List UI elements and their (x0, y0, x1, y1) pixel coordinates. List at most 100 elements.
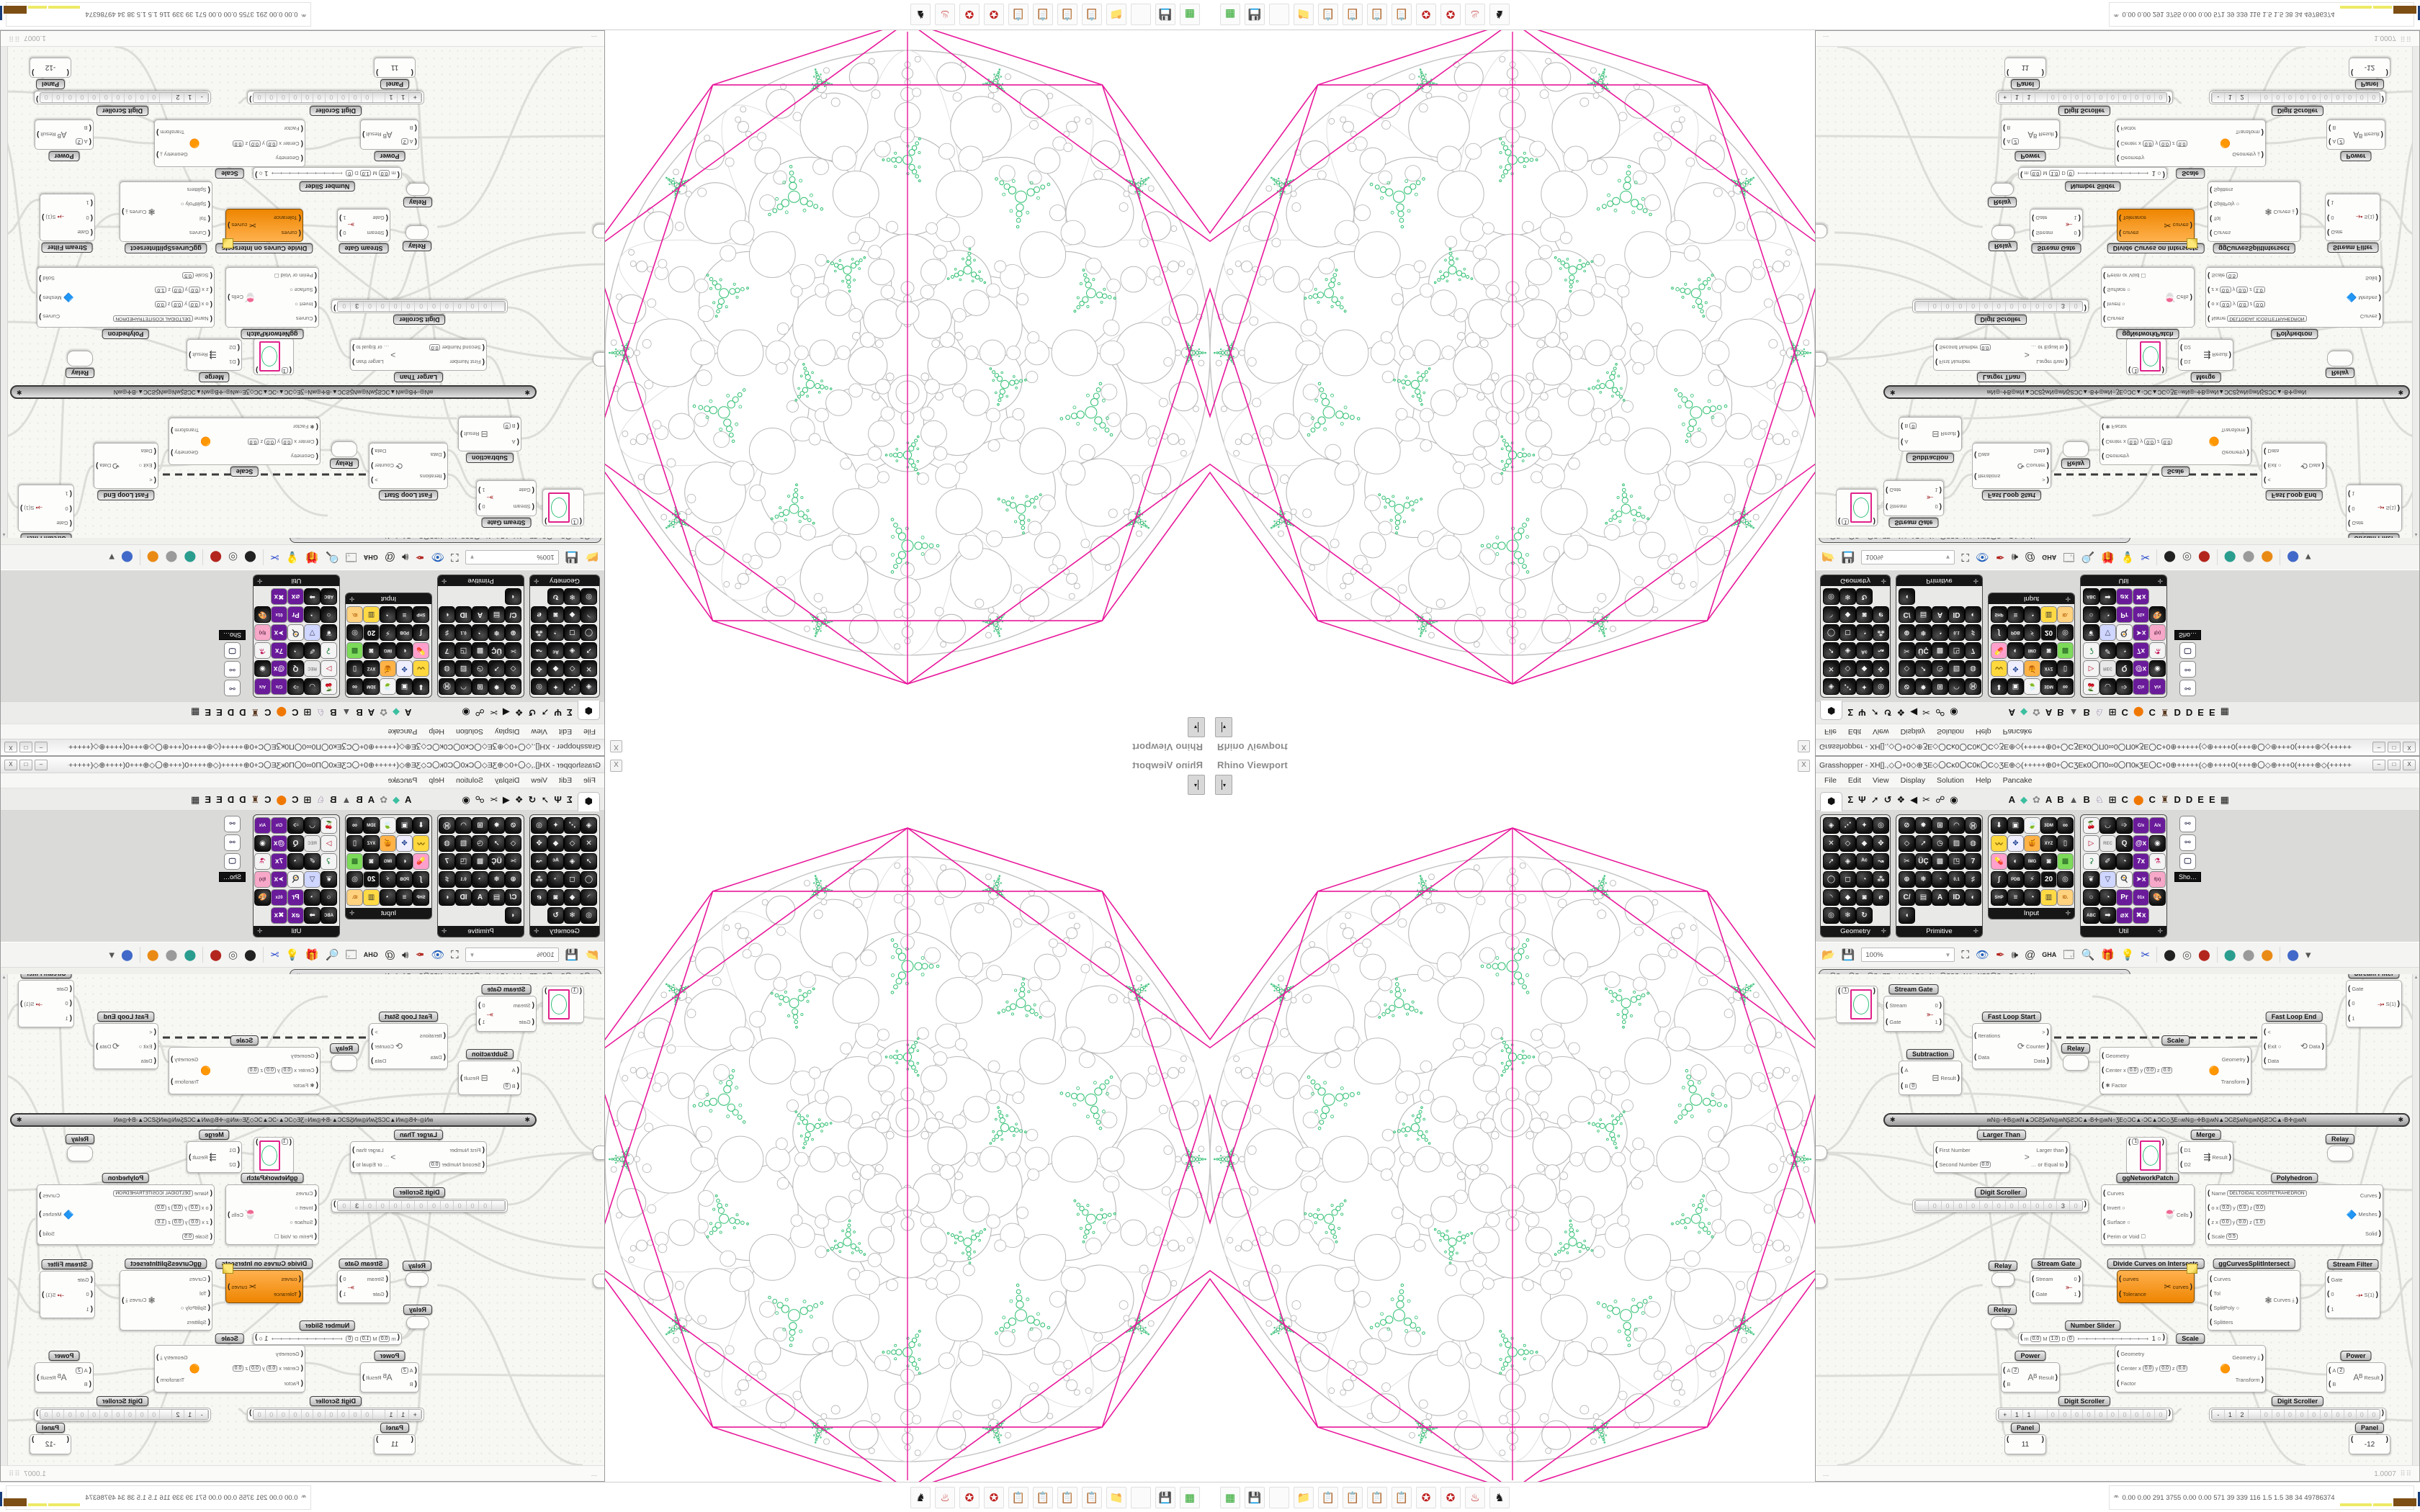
taskbar-icon-10[interactable]: ♨ (935, 4, 955, 25)
input-port-row[interactable]: (D1 (2180, 359, 2202, 366)
toolbar-button-1[interactable]: 💾 (565, 551, 579, 564)
value-chip[interactable]: 1 (1842, 518, 1849, 525)
tab-16[interactable]: ▲ (341, 707, 351, 719)
output-port-row[interactable]: Curves) (39, 312, 60, 320)
digit-cell[interactable]: 0 (2154, 1410, 2166, 1419)
input-port-row[interactable]: (Gate (66, 228, 93, 236)
input-port-row[interactable]: (A 2 (2329, 1367, 2352, 1374)
palette-overflow-icon[interactable]: 🖵 (224, 642, 241, 659)
palette-icon[interactable]: ◯ (1823, 871, 1839, 888)
gh-component-relay[interactable]: Relay (402, 225, 432, 251)
palette-icon[interactable]: ◡ (2099, 678, 2116, 695)
value-chip[interactable]: 0.5 (2226, 272, 2238, 279)
palette-icon[interactable]: ❦ (2083, 624, 2099, 641)
gh-component-merge[interactable]: Merge(D1(D2 ⇶ Result) (187, 339, 242, 382)
digit-cell[interactable]: 0 (2367, 93, 2380, 102)
palette-icon[interactable]: ⌀x (2116, 907, 2133, 924)
group-bar[interactable]: ✱ ʍΝ◎◦✛Β◎ʍΝ▲ϽCƧꟅʍΝ◎ʍΝꟅƧϽC▲◦Β✛◎ʍΝ○ƷΕ◇ϽC▲◦Ͻ… (1883, 1113, 2410, 1127)
tab-23[interactable]: ♜ (251, 707, 260, 719)
palette-icon[interactable]: REC (2099, 835, 2116, 852)
palette-icon[interactable]: ⊕ (505, 624, 521, 641)
grasshopper-titlebar[interactable]: Grasshopper - XH[].,◇〇+0◇⊕ƷΕ◇〇Cκ0〇C0κ〇C◇… (1816, 739, 2419, 755)
palette-icon[interactable]: ✦ (1856, 817, 1873, 834)
palette-icon[interactable]: f(x) (2149, 624, 2166, 641)
digit-cell[interactable]: 1 (2022, 93, 2035, 102)
digit-cell[interactable]: 0 (2355, 1410, 2368, 1419)
taskbar-icon-5[interactable]: 📋 (1343, 1487, 1363, 1508)
palette-icon[interactable]: ▥ (2040, 889, 2057, 906)
toolbar-button-8[interactable]: GHA (2042, 950, 2057, 958)
value-chip[interactable]: 0.0 (154, 301, 166, 308)
input-port-row[interactable]: (Geometry (2102, 452, 2208, 460)
palette-icon[interactable]: Pr (2116, 606, 2133, 623)
toolbar-button-19[interactable]: ⬤ (2223, 948, 2236, 961)
menu-item-pancake[interactable]: Pancake (2002, 727, 2033, 736)
palette-icon[interactable]: ◠ (1948, 678, 1965, 695)
toolbar-button-21[interactable]: ⬤ (2261, 948, 2274, 961)
palette-icon[interactable]: ▨ (1948, 835, 1965, 852)
palette-icon[interactable]: ⚗ (254, 642, 271, 659)
palette-icon[interactable]: ◙ (2040, 642, 2057, 659)
tab-15[interactable]: B (356, 707, 363, 719)
digit-cell[interactable]: 0 (2130, 1410, 2143, 1419)
tab-26[interactable]: E (2197, 707, 2204, 719)
output-port-row[interactable]: Result) (2212, 1153, 2231, 1161)
value-chip[interactable]: 0.0 (2159, 140, 2171, 147)
input-port-row[interactable]: (Name DELTOIDAL ICOSITETRAHEDRON (76, 315, 212, 323)
palette-icon[interactable]: ▤ (488, 606, 505, 623)
input-port-row[interactable]: (Factor (202, 125, 303, 132)
menu-item-file[interactable]: File (1824, 727, 1837, 736)
palette-icon[interactable]: @x (271, 660, 287, 677)
toolbar-button-3[interactable]: ⛶ (1961, 551, 1969, 564)
output-port-row[interactable]: … or Equal to) (2031, 1161, 2068, 1169)
value-chip[interactable]: 0.0 (2142, 140, 2154, 147)
digit-cell[interactable]: 0 (2308, 1410, 2320, 1419)
tab-11[interactable]: A (405, 707, 412, 719)
taskbar-icon-1[interactable]: 💾 (1245, 1487, 1265, 1508)
palette-icon[interactable]: ᴬᶜ (547, 642, 564, 659)
palette-expand-icon[interactable]: ✛ (349, 595, 355, 603)
digit-cell[interactable]: 0 (1991, 302, 2005, 311)
output-port-row[interactable]: Counter) (2026, 1043, 2049, 1050)
input-port-row[interactable]: (Gate (2032, 1290, 2064, 1298)
input-port-row[interactable]: (curves (2119, 1275, 2163, 1283)
palette-expand-icon[interactable]: ✛ (1881, 927, 1886, 935)
palette-icon[interactable]: ❅ (488, 624, 505, 641)
palette-icon[interactable]: ▩ (2057, 642, 2074, 659)
palette-icon[interactable]: ▷ (2083, 660, 2099, 677)
digit-cell[interactable]: 0 (2319, 93, 2332, 102)
palette-icon[interactable]: 🍃 (380, 678, 396, 695)
palette-icon[interactable]: ⬇ (1991, 678, 2007, 695)
palette-icon[interactable]: ➩ (2116, 678, 2133, 695)
value-chip[interactable]: 0.0 (247, 438, 259, 445)
palette-icon[interactable]: @x (2133, 835, 2149, 852)
palette-expand-icon[interactable]: ✛ (1881, 577, 1886, 585)
palette-label-primitive[interactable]: Primitive ✛ (1896, 575, 1982, 586)
palette-icon[interactable]: ▩ (1932, 642, 1948, 659)
digit-cell[interactable]: 0 (2343, 1410, 2356, 1419)
input-port-row[interactable]: (A 2 (68, 138, 91, 145)
input-port-row[interactable]: (Scale 0.5 (76, 272, 212, 280)
minimize-button[interactable]: – (2372, 759, 2385, 770)
digit-cell[interactable]: 0 (290, 93, 302, 102)
palette-icon[interactable]: ∞ (2057, 678, 2074, 695)
tab-8[interactable]: ☍ (1935, 707, 1945, 719)
tab-18[interactable]: ♘ (316, 707, 326, 719)
output-port-row[interactable]: 0) (339, 229, 346, 237)
input-port-row[interactable]: (Gate (2348, 985, 2376, 993)
value-chip[interactable]: 2 (75, 138, 83, 145)
output-port-row[interactable]: Result) (362, 131, 382, 139)
toolbar-button-24[interactable]: ▾ (2305, 948, 2311, 961)
gh-component-panel[interactable]: Panel(-12) (2349, 1423, 2390, 1454)
input-port-row[interactable]: (Surface ○ (257, 287, 317, 294)
output-port-row[interactable]: Transform) (2236, 1376, 2264, 1384)
toolbar-button-4[interactable]: 👁 (1975, 551, 1989, 564)
input-port-row[interactable]: (Stream (2032, 229, 2064, 237)
input-port-row[interactable]: (1 (2348, 1014, 2376, 1022)
palette-icon[interactable]: 🍒 (2083, 817, 2099, 834)
palette-icon[interactable]: A/x (2149, 678, 2166, 695)
palette-expand-icon[interactable]: ✛ (2065, 909, 2071, 917)
palette-icon[interactable]: ✐ (2099, 853, 2116, 870)
palette-icon[interactable]: ℯ (531, 606, 547, 623)
